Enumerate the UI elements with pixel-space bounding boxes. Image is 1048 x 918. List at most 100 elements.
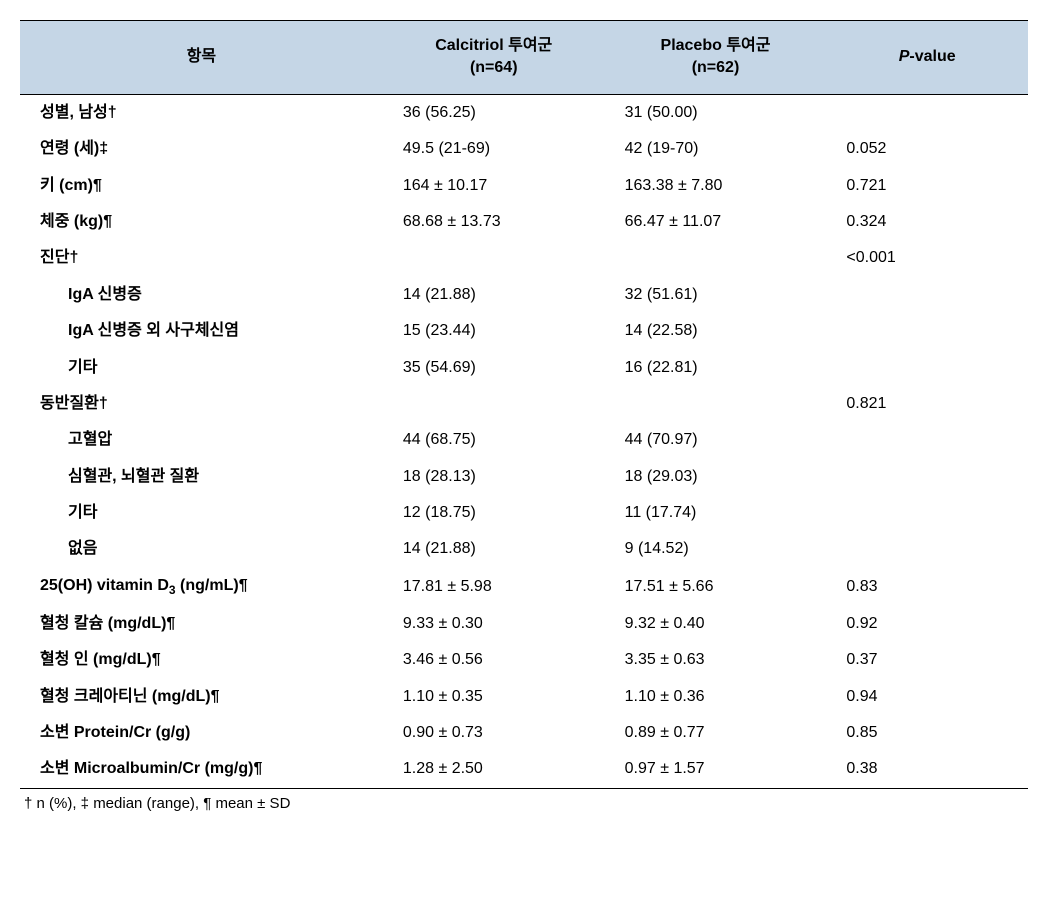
cell-calcitriol: 1.28 ± 2.50	[383, 751, 605, 788]
cell-pvalue	[826, 94, 1028, 131]
cell-pvalue: <0.001	[826, 240, 1028, 276]
cell-label: 25(OH) vitamin D3 (ng/mL)¶	[20, 568, 383, 606]
cell-placebo: 9 (14.52)	[605, 531, 827, 567]
cell-pvalue: 0.92	[826, 606, 1028, 642]
cell-pvalue: 0.85	[826, 715, 1028, 751]
cell-label: 고혈압	[20, 422, 383, 458]
cell-pvalue: 0.37	[826, 642, 1028, 678]
cell-pvalue: 0.38	[826, 751, 1028, 788]
table-header: 항목 Calcitriol 투여군 (n=64) Placebo 투여군 (n=…	[20, 21, 1028, 95]
cell-calcitriol: 17.81 ± 5.98	[383, 568, 605, 606]
cell-label: 심혈관, 뇌혈관 질환	[20, 459, 383, 495]
cell-calcitriol: 0.90 ± 0.73	[383, 715, 605, 751]
cell-placebo: 0.97 ± 1.57	[605, 751, 827, 788]
cell-pvalue	[826, 531, 1028, 567]
table-row: 혈청 크레아티닌 (mg/dL)¶1.10 ± 0.351.10 ± 0.360…	[20, 679, 1028, 715]
cell-pvalue: 0.324	[826, 204, 1028, 240]
cell-pvalue	[826, 495, 1028, 531]
header-placebo: Placebo 투여군 (n=62)	[605, 21, 827, 95]
cell-calcitriol: 14 (21.88)	[383, 277, 605, 313]
cell-placebo: 163.38 ± 7.80	[605, 168, 827, 204]
cell-label: 동반질환†	[20, 386, 383, 422]
cell-placebo: 18 (29.03)	[605, 459, 827, 495]
cell-label: 혈청 칼슘 (mg/dL)¶	[20, 606, 383, 642]
cell-placebo: 66.47 ± 11.07	[605, 204, 827, 240]
cell-label: 키 (cm)¶	[20, 168, 383, 204]
header-placebo-line1: Placebo 투여군	[661, 37, 771, 54]
cell-label: 기타	[20, 350, 383, 386]
cell-label: 소변 Protein/Cr (g/g)	[20, 715, 383, 751]
cell-label: 혈청 인 (mg/dL)¶	[20, 642, 383, 678]
cell-label: 소변 Microalbumin/Cr (mg/g)¶	[20, 751, 383, 788]
table-row: IgA 신병증14 (21.88)32 (51.61)	[20, 277, 1028, 313]
cell-placebo: 9.32 ± 0.40	[605, 606, 827, 642]
header-calcitriol-line2: (n=64)	[470, 59, 518, 76]
cell-pvalue: 0.83	[826, 568, 1028, 606]
cell-label: 기타	[20, 495, 383, 531]
cell-calcitriol: 3.46 ± 0.56	[383, 642, 605, 678]
cell-calcitriol: 9.33 ± 0.30	[383, 606, 605, 642]
cell-label: 연령 (세)‡	[20, 131, 383, 167]
data-table: 항목 Calcitriol 투여군 (n=64) Placebo 투여군 (n=…	[20, 20, 1028, 789]
cell-pvalue: 0.821	[826, 386, 1028, 422]
table-row: 기타35 (54.69)16 (22.81)	[20, 350, 1028, 386]
header-item: 항목	[20, 21, 383, 95]
table-row: 소변 Protein/Cr (g/g)0.90 ± 0.730.89 ± 0.7…	[20, 715, 1028, 751]
cell-calcitriol: 49.5 (21-69)	[383, 131, 605, 167]
cell-calcitriol: 18 (28.13)	[383, 459, 605, 495]
table-row: 키 (cm)¶164 ± 10.17163.38 ± 7.800.721	[20, 168, 1028, 204]
cell-pvalue	[826, 277, 1028, 313]
cell-calcitriol: 164 ± 10.17	[383, 168, 605, 204]
cell-calcitriol: 44 (68.75)	[383, 422, 605, 458]
cell-calcitriol: 14 (21.88)	[383, 531, 605, 567]
cell-calcitriol: 12 (18.75)	[383, 495, 605, 531]
table-body: 성별, 남성†36 (56.25)31 (50.00)연령 (세)‡49.5 (…	[20, 94, 1028, 788]
cell-label: 성별, 남성†	[20, 94, 383, 131]
header-calcitriol-line1: Calcitriol 투여군	[435, 37, 552, 54]
cell-label: IgA 신병증 외 사구체신염	[20, 313, 383, 349]
cell-calcitriol: 1.10 ± 0.35	[383, 679, 605, 715]
table-footnote: † n (%), ‡ median (range), ¶ mean ± SD	[20, 789, 1028, 812]
header-row: 항목 Calcitriol 투여군 (n=64) Placebo 투여군 (n=…	[20, 21, 1028, 95]
cell-pvalue	[826, 459, 1028, 495]
cell-placebo: 16 (22.81)	[605, 350, 827, 386]
cell-pvalue: 0.94	[826, 679, 1028, 715]
cell-pvalue: 0.721	[826, 168, 1028, 204]
cell-placebo: 17.51 ± 5.66	[605, 568, 827, 606]
cell-pvalue	[826, 313, 1028, 349]
cell-pvalue: 0.052	[826, 131, 1028, 167]
cell-placebo	[605, 240, 827, 276]
header-pvalue: P-value	[826, 21, 1028, 95]
cell-calcitriol: 15 (23.44)	[383, 313, 605, 349]
cell-label: 없음	[20, 531, 383, 567]
cell-placebo: 32 (51.61)	[605, 277, 827, 313]
cell-placebo: 11 (17.74)	[605, 495, 827, 531]
cell-calcitriol: 68.68 ± 13.73	[383, 204, 605, 240]
cell-placebo	[605, 386, 827, 422]
cell-placebo: 42 (19-70)	[605, 131, 827, 167]
table-row: 진단† <0.001	[20, 240, 1028, 276]
cell-pvalue	[826, 422, 1028, 458]
header-placebo-line2: (n=62)	[692, 59, 740, 76]
cell-calcitriol	[383, 386, 605, 422]
cell-label: 체중 (kg)¶	[20, 204, 383, 240]
table-row: IgA 신병증 외 사구체신염15 (23.44)14 (22.58)	[20, 313, 1028, 349]
table-row: 연령 (세)‡49.5 (21-69)42 (19-70)0.052	[20, 131, 1028, 167]
cell-placebo: 14 (22.58)	[605, 313, 827, 349]
table-row: 체중 (kg)¶68.68 ± 13.7366.47 ± 11.070.324	[20, 204, 1028, 240]
cell-pvalue	[826, 350, 1028, 386]
cell-placebo: 3.35 ± 0.63	[605, 642, 827, 678]
cell-label: 혈청 크레아티닌 (mg/dL)¶	[20, 679, 383, 715]
cell-placebo: 1.10 ± 0.36	[605, 679, 827, 715]
cell-calcitriol: 36 (56.25)	[383, 94, 605, 131]
cell-placebo: 0.89 ± 0.77	[605, 715, 827, 751]
table-row: 혈청 인 (mg/dL)¶3.46 ± 0.563.35 ± 0.630.37	[20, 642, 1028, 678]
cell-label: 진단†	[20, 240, 383, 276]
table-row: 없음14 (21.88)9 (14.52)	[20, 531, 1028, 567]
cell-calcitriol	[383, 240, 605, 276]
table-row: 소변 Microalbumin/Cr (mg/g)¶1.28 ± 2.500.9…	[20, 751, 1028, 788]
cell-placebo: 44 (70.97)	[605, 422, 827, 458]
table-row: 고혈압44 (68.75)44 (70.97)	[20, 422, 1028, 458]
table-row: 기타12 (18.75)11 (17.74)	[20, 495, 1028, 531]
header-calcitriol: Calcitriol 투여군 (n=64)	[383, 21, 605, 95]
